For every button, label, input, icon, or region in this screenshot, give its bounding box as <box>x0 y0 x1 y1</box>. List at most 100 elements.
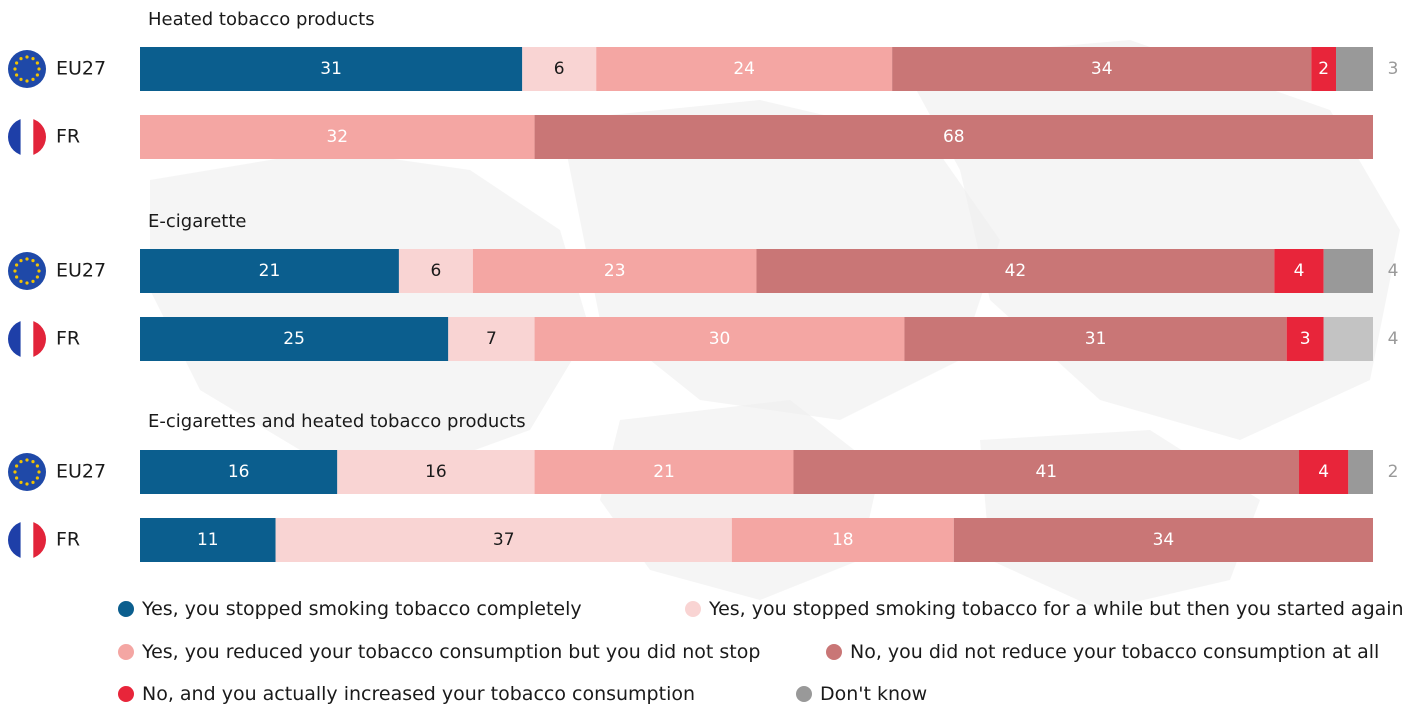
dont-know-value-label: 4 <box>1388 329 1399 349</box>
group-title: Heated tobacco products <box>148 9 375 30</box>
eu-flag-star <box>15 464 19 468</box>
bar-value-label: 4 <box>1294 261 1305 281</box>
bar-segment-stopped_while <box>337 450 535 494</box>
eu-flag-star <box>19 480 23 484</box>
eu-flag-star <box>37 269 41 273</box>
eu-flag-disc <box>8 453 46 491</box>
bar-segment-dont_know <box>1323 317 1373 361</box>
eu-flag-star <box>13 269 17 273</box>
eu-flag-star <box>15 263 19 267</box>
eu-flag-star <box>15 476 19 480</box>
bar-value-label: 16 <box>228 462 250 482</box>
eu-flag-star <box>35 73 39 77</box>
eu-flag-star <box>31 259 35 263</box>
bar-segment-dont_know <box>1323 249 1373 293</box>
eu-flag-star <box>25 257 29 261</box>
eu-flag-disc <box>8 50 46 88</box>
bar-value-label: 2 <box>1318 59 1329 79</box>
bar-segment-reduced <box>140 115 535 159</box>
bar-value-label: 11 <box>197 530 219 550</box>
bar-segment-stopped_completely <box>140 450 338 494</box>
bar-value-label: 21 <box>259 261 281 281</box>
eu-flag-star <box>13 67 17 71</box>
eu-flag-star <box>15 61 19 65</box>
fr-flag-blue <box>8 320 21 358</box>
eu-flag-star <box>31 279 35 283</box>
eu-flag-star <box>25 55 29 59</box>
eu-flag-icon <box>8 453 46 491</box>
row-label: FR <box>56 328 80 350</box>
eu-flag-star <box>31 57 35 61</box>
bar-segment-reduced <box>472 249 757 293</box>
bar-segment-stopped_completely <box>140 249 399 293</box>
fr-flag-white <box>20 320 34 358</box>
eu-flag-star <box>19 460 23 464</box>
bar-segment-not_reduced <box>904 317 1287 361</box>
bar-value-label: 68 <box>943 127 965 147</box>
fr-flag-white <box>20 521 34 559</box>
bar-segment-not_reduced <box>892 47 1312 91</box>
fr-flag-red <box>33 521 46 559</box>
bar-value-label: 24 <box>733 59 755 79</box>
bar-segment-not_reduced <box>756 249 1275 293</box>
group-title: E-cigarette <box>148 211 247 232</box>
bar-segment-stopped_while <box>448 317 535 361</box>
bar-segment-not_reduced <box>953 518 1373 562</box>
bar-segment-reduced <box>534 450 794 494</box>
eu-flag-star <box>35 275 39 279</box>
bar-segment-stopped_completely <box>140 317 449 361</box>
bar-segment-reduced <box>596 47 893 91</box>
row-label: EU27 <box>56 58 106 80</box>
eu-flag-star <box>19 57 23 61</box>
bar-segment-increased <box>1299 450 1349 494</box>
bar-value-label: 34 <box>1091 59 1113 79</box>
eu-flag-star <box>19 259 23 263</box>
eu-flag-star <box>15 275 19 279</box>
fr-flag-red <box>33 320 46 358</box>
eu-flag-star <box>37 67 41 71</box>
bar-value-label: 32 <box>326 127 348 147</box>
eu-flag-star <box>25 281 29 285</box>
bar-value-label: 7 <box>486 329 497 349</box>
eu-flag-star <box>25 458 29 462</box>
bar-value-label: 21 <box>653 462 675 482</box>
bar-value-label: 31 <box>1085 329 1107 349</box>
bar-segment-stopped_completely <box>140 47 523 91</box>
fr-flag-red <box>33 118 46 156</box>
dont-know-value-label: 2 <box>1388 462 1399 482</box>
eu-flag-star <box>13 470 17 474</box>
eu-flag-star <box>31 460 35 464</box>
bar-value-label: 41 <box>1035 462 1057 482</box>
eu-flag-star <box>35 476 39 480</box>
eu-flag-star <box>19 279 23 283</box>
bar-segment-increased <box>1311 47 1337 91</box>
eu-flag-star <box>35 464 39 468</box>
eu-flag-icon <box>8 50 46 88</box>
bar-value-label: 3 <box>1300 329 1311 349</box>
bar-segment-dont_know <box>1336 47 1373 91</box>
group-title: E-cigarettes and heated tobacco products <box>148 411 526 432</box>
eu-flag-star <box>31 480 35 484</box>
bar-segment-not_reduced <box>793 450 1300 494</box>
bar-segment-stopped_completely <box>140 518 276 562</box>
bar-value-label: 42 <box>1005 261 1027 281</box>
eu-flag-disc <box>8 252 46 290</box>
bar-segment-dont_know <box>1348 450 1373 494</box>
bar-value-label: 31 <box>320 59 342 79</box>
fr-flag-blue <box>8 521 21 559</box>
bar-segment-not_reduced <box>534 115 1373 159</box>
bar-value-label: 34 <box>1153 530 1175 550</box>
bar-value-label: 18 <box>832 530 854 550</box>
map-region-0 <box>150 150 590 470</box>
eu-flag-icon <box>8 252 46 290</box>
fr-flag-icon <box>8 118 46 156</box>
bar-segment-stopped_while <box>398 249 473 293</box>
bar-segment-reduced <box>534 317 905 361</box>
row-label: EU27 <box>56 260 106 282</box>
eu-flag-star <box>35 61 39 65</box>
bar-value-label: 25 <box>283 329 305 349</box>
dont-know-value-label: 3 <box>1388 59 1399 79</box>
bar-value-label: 16 <box>425 462 447 482</box>
fr-flag-icon <box>8 521 46 559</box>
eu-flag-star <box>15 73 19 77</box>
